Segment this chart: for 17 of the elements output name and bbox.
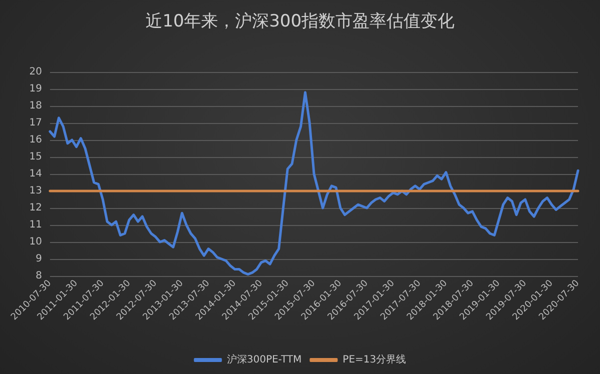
y-tick-label: 18 <box>29 100 42 112</box>
chart-title: 近10年来，沪深300指数市盈率估值变化 <box>145 12 455 32</box>
y-tick-label: 13 <box>29 186 42 196</box>
y-tick-label: 14 <box>29 168 42 180</box>
y-tick-label: 10 <box>29 236 42 248</box>
y-tick-label: 11 <box>29 220 42 230</box>
y-tick-label: 8 <box>36 270 42 282</box>
y-tick-label: 20 <box>29 66 42 78</box>
y-tick-label: 9 <box>36 254 42 264</box>
line-series <box>48 91 580 276</box>
legend-label: PE=13分界线 <box>342 354 406 366</box>
y-tick-label: 12 <box>29 202 42 214</box>
y-tick-label: 15 <box>29 152 42 162</box>
y-tick-label: 17 <box>29 118 42 128</box>
y-tick-label: 16 <box>29 134 42 146</box>
legend-label: 沪深300PE-TTM <box>226 354 302 366</box>
y-tick-label: 19 <box>29 84 42 94</box>
